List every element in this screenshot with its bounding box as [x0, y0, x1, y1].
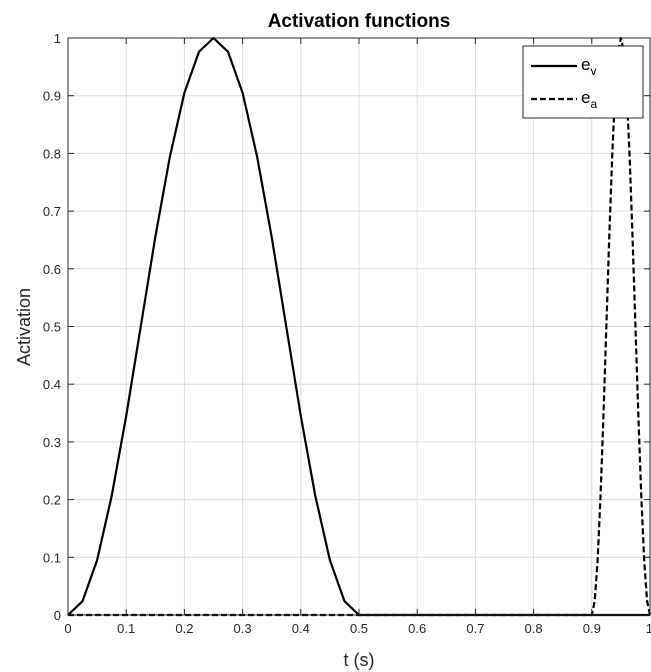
y-tick-label-3: 0.3 — [43, 435, 61, 450]
y-tick-label-2: 0.2 — [43, 493, 61, 508]
x-tick-label-0: 0 — [64, 621, 71, 636]
legend-label-a: ea — [581, 88, 597, 111]
x-tick-label-5: 0.5 — [350, 621, 368, 636]
x-tick-label-10: 1 — [646, 621, 651, 636]
y-tick-label-1: 0.1 — [43, 550, 61, 565]
x-tick-label-4: 0.4 — [292, 621, 310, 636]
x-tick-label-3: 0.3 — [234, 621, 252, 636]
y-tick-label-8: 0.8 — [43, 146, 61, 161]
y-tick-label-6: 0.6 — [43, 262, 61, 277]
legend[interactable]: ev ea — [522, 45, 644, 119]
chart-title: Activation functions — [268, 11, 451, 32]
x-axis-label: t (s) — [344, 650, 375, 670]
grid — [67, 37, 651, 616]
y-tick-label-7: 0.7 — [43, 204, 61, 219]
legend-label-v: ev — [581, 55, 596, 78]
y-tick-label-4: 0.4 — [43, 377, 61, 392]
legend-box — [522, 45, 644, 119]
ticks — [67, 37, 651, 616]
y-axis-label: Activation — [14, 288, 34, 366]
x-tick-label-7: 0.7 — [466, 621, 484, 636]
x-tick-label-2: 0.2 — [175, 621, 193, 636]
x-tick-label-8: 0.8 — [525, 621, 543, 636]
x-tick-label-9: 0.9 — [583, 621, 601, 636]
y-tick-label-5: 0.5 — [43, 320, 61, 335]
y-tick-label-9: 0.9 — [43, 89, 61, 104]
y-tick-label-10: 1 — [54, 31, 61, 46]
y-tick-label-0: 0 — [54, 608, 61, 623]
x-tick-label-1: 0.1 — [117, 621, 135, 636]
x-tick-labels: 0 0.1 0.2 0.3 0.4 0.5 0.6 0.7 0.8 0.9 1 — [64, 621, 651, 636]
y-tick-labels: 0 0.1 0.2 0.3 0.4 0.5 0.6 0.7 0.8 0.9 1 — [43, 31, 61, 623]
x-tick-label-6: 0.6 — [408, 621, 426, 636]
